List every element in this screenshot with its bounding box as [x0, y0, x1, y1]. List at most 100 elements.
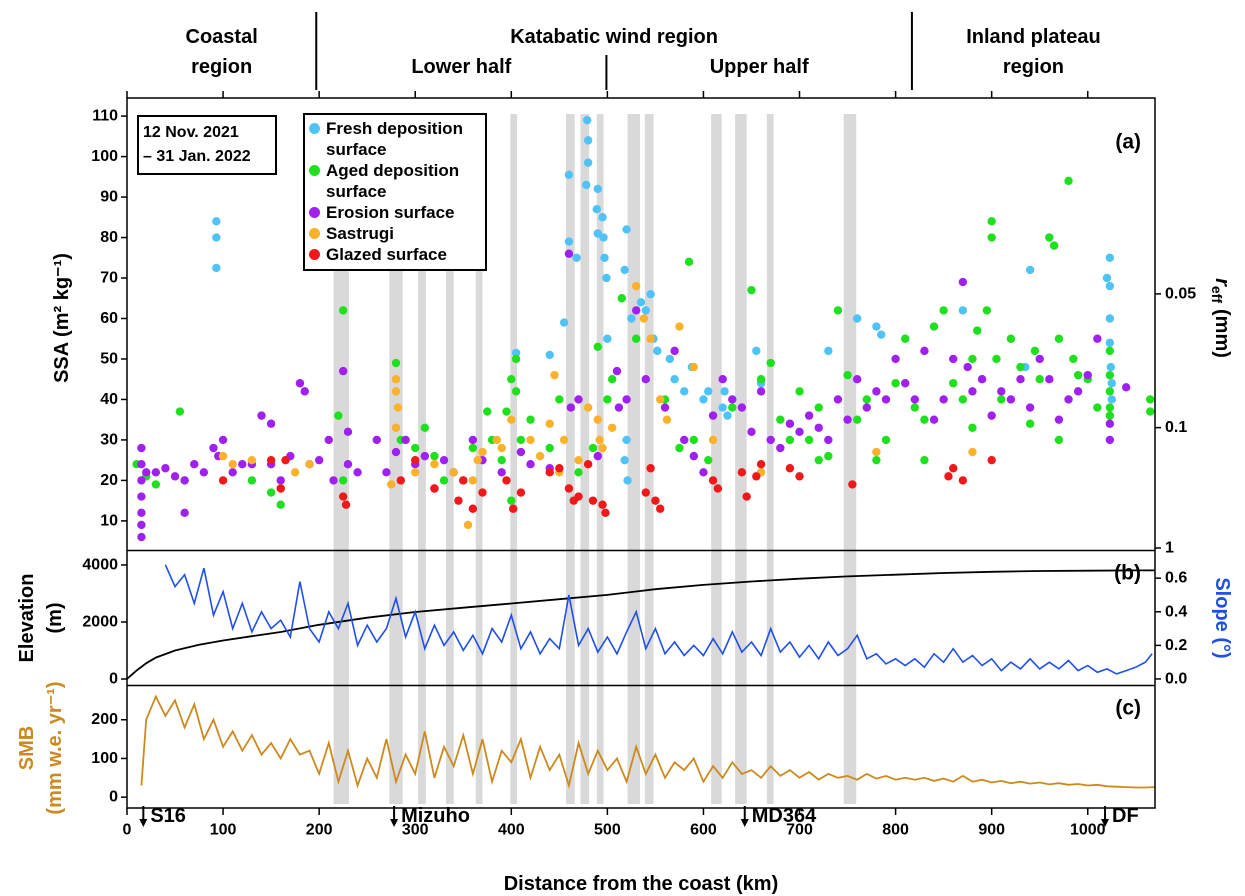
- scatter-point: [1105, 281, 1115, 291]
- shaded-band: [843, 114, 857, 804]
- scatter-point: [1105, 314, 1115, 323]
- scatter-point: [862, 395, 871, 404]
- y-tick-label: 40: [100, 391, 118, 408]
- scatter-point: [737, 468, 747, 477]
- y2-tick-label: 0.1: [1165, 419, 1187, 436]
- scatter-point: [468, 435, 478, 445]
- scatter-point: [582, 180, 591, 190]
- scatter-point: [1073, 370, 1083, 380]
- shaded-band: [711, 114, 722, 804]
- scatter-point: [601, 508, 610, 517]
- scatter-point: [814, 423, 823, 432]
- scatter-point: [314, 455, 324, 465]
- y-axis-label: (mm w.e. yr⁻¹): [44, 681, 66, 814]
- scatter-point: [564, 237, 574, 246]
- legend: Fresh deposition surface Aged deposition …: [303, 113, 487, 271]
- x-axis-label: Distance from the coast (km): [504, 873, 779, 895]
- scatter-point: [1045, 233, 1054, 242]
- data-line: [140, 694, 1156, 789]
- scatter-point: [583, 136, 593, 145]
- scatter-point: [463, 520, 473, 530]
- x-tick-label: 800: [882, 822, 909, 839]
- scatter-point: [920, 415, 929, 424]
- scatter-point: [1069, 354, 1078, 364]
- scatter-point: [1145, 395, 1155, 404]
- scatter-point: [785, 435, 795, 445]
- scatter-point: [212, 233, 221, 242]
- scatter-point: [526, 460, 535, 469]
- scatter-point: [300, 387, 309, 396]
- scatter-point: [901, 379, 910, 388]
- scatter-point: [756, 387, 766, 396]
- scatter-point: [824, 451, 833, 461]
- sub-region-label: Upper half: [710, 56, 809, 78]
- scatter-point: [1106, 362, 1116, 372]
- scatter-point: [737, 403, 747, 412]
- station-name: MD364: [752, 805, 817, 827]
- scatter-point: [891, 354, 900, 364]
- scatter-point: [939, 306, 948, 315]
- scatter-point: [545, 443, 554, 453]
- scatter-point: [1025, 403, 1035, 412]
- scatter-point: [1006, 334, 1016, 343]
- legend-label: Glazed surface: [326, 245, 447, 264]
- scatter-point: [997, 395, 1006, 404]
- scatter-point: [137, 443, 146, 453]
- scatter-point: [559, 435, 569, 445]
- y2-label-unit: (mm): [1211, 309, 1233, 358]
- scatter-point: [391, 375, 401, 384]
- scatter-point: [468, 476, 478, 485]
- scatter-point: [968, 447, 977, 457]
- scatter-point: [382, 468, 391, 477]
- scatter-point: [338, 476, 348, 485]
- legend-marker: [309, 123, 320, 134]
- scatter-point: [968, 423, 977, 432]
- x-tick-label: 600: [690, 822, 717, 839]
- scatter-point: [1105, 435, 1115, 445]
- station-name: Mizuho: [401, 805, 470, 827]
- scatter-point: [430, 451, 439, 461]
- y-tick-label: 50: [100, 350, 118, 367]
- scatter-point: [564, 484, 574, 493]
- scatter-point: [641, 375, 651, 384]
- scatter-point: [550, 370, 559, 380]
- scatter-point: [497, 468, 506, 477]
- scatter-point: [689, 451, 699, 461]
- scatter-point: [449, 468, 458, 477]
- y2-label-symbol: r: [1211, 278, 1233, 287]
- scatter-point: [689, 435, 699, 445]
- scatter-point: [598, 443, 607, 453]
- scatter-point: [324, 435, 333, 445]
- scatter-point: [795, 472, 804, 481]
- scatter-point: [646, 334, 655, 343]
- scatter-point: [612, 366, 622, 376]
- axes-frame: [126, 97, 1156, 809]
- region-label: Inland plateau: [966, 26, 1100, 48]
- scatter-point: [1030, 346, 1040, 356]
- scatter-point: [151, 468, 161, 477]
- y2-label-subscript: eff: [1209, 286, 1225, 303]
- scatter-point: [511, 348, 521, 358]
- scatter-point: [872, 455, 881, 465]
- scatter-point: [756, 460, 766, 469]
- y-tick-label: 80: [100, 229, 118, 246]
- scatter-point: [170, 472, 180, 481]
- legend-item: Erosion surface: [309, 202, 479, 223]
- scatter-point: [977, 375, 987, 384]
- scatter-point: [238, 460, 247, 469]
- scatter-point: [944, 472, 953, 481]
- scatter-point: [622, 435, 631, 445]
- shaded-band: [627, 114, 641, 804]
- scatter-point: [622, 225, 631, 234]
- scatter-point: [588, 443, 598, 453]
- y-tick-label: 10: [100, 512, 118, 529]
- scatter-point: [338, 306, 348, 315]
- scatter-point: [720, 387, 729, 396]
- y-axis-label: Elevation: [16, 574, 38, 663]
- scatter-point: [1121, 383, 1131, 392]
- scatter-point: [872, 322, 881, 331]
- scatter-point: [1054, 334, 1064, 343]
- scatter-point: [728, 403, 737, 412]
- scatter-point: [1073, 387, 1083, 396]
- scatter-point: [507, 375, 516, 384]
